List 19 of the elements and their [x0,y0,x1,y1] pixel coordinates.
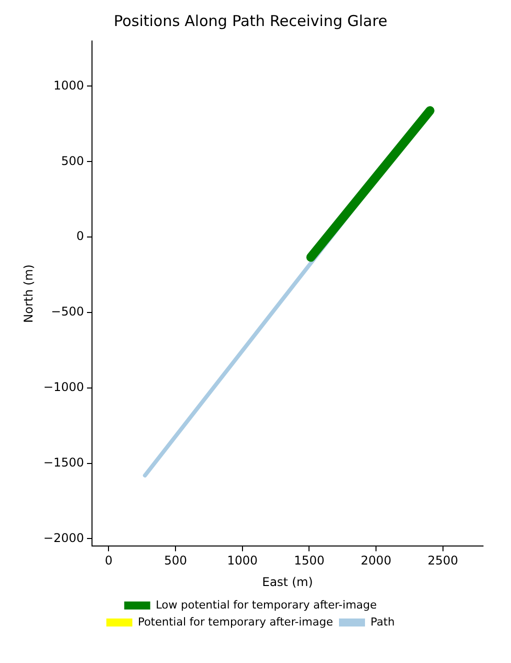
y-axis-title: North (m) [21,264,36,323]
y-tick-label: −2000 [43,530,84,545]
y-tick-label: −1500 [43,455,84,470]
x-tick-label: 2500 [428,554,458,568]
y-tick-label: 0 [76,229,84,244]
y-tick-label: 1000 [53,78,84,92]
chart-title: Positions Along Path Receiving Glare [114,12,388,30]
y-tick-label: −500 [51,304,84,319]
x-tick-label: 1500 [294,554,324,568]
x-tick-label: 2000 [360,554,392,568]
x-tick-label: 0 [104,554,113,568]
y-tick-label: 500 [61,154,84,168]
x-axis-title: East (m) [262,574,313,589]
legend-label: Low potential for temporary after-image [156,598,378,612]
y-tick-label: −1000 [43,380,84,394]
x-tick-label: 500 [164,554,187,568]
legend-label: Path [370,615,395,628]
x-tick-label: 1000 [227,554,258,568]
legend-label: Potential for temporary after-image [138,615,334,628]
